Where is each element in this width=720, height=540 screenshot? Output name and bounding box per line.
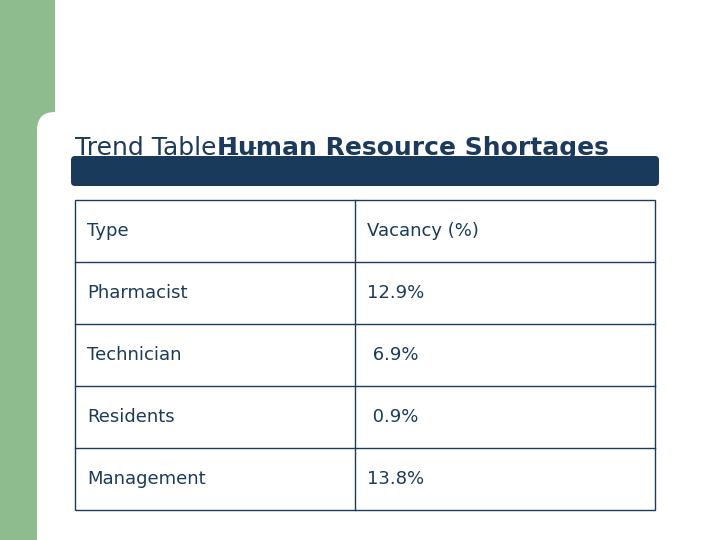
Bar xyxy=(0,0,100,175)
Bar xyxy=(75,200,655,510)
Text: Technician: Technician xyxy=(87,346,181,364)
Text: Human Resource Shortages: Human Resource Shortages xyxy=(217,136,609,160)
Text: 0.9%: 0.9% xyxy=(367,408,418,426)
Bar xyxy=(215,0,720,175)
Text: Vacancy (%): Vacancy (%) xyxy=(367,222,479,240)
Bar xyxy=(55,155,720,540)
Bar xyxy=(0,0,55,540)
Text: Type: Type xyxy=(87,222,129,240)
Text: 12.9%: 12.9% xyxy=(367,284,424,302)
Bar xyxy=(0,0,215,90)
Text: Trend Table 1 -: Trend Table 1 - xyxy=(75,136,266,160)
Text: Residents: Residents xyxy=(87,408,175,426)
Text: Management: Management xyxy=(87,470,206,488)
FancyBboxPatch shape xyxy=(37,112,720,540)
FancyBboxPatch shape xyxy=(55,0,720,540)
FancyBboxPatch shape xyxy=(71,156,659,186)
Text: Pharmacist: Pharmacist xyxy=(87,284,187,302)
Text: 13.8%: 13.8% xyxy=(367,470,424,488)
FancyBboxPatch shape xyxy=(0,0,227,187)
Text: 6.9%: 6.9% xyxy=(367,346,418,364)
